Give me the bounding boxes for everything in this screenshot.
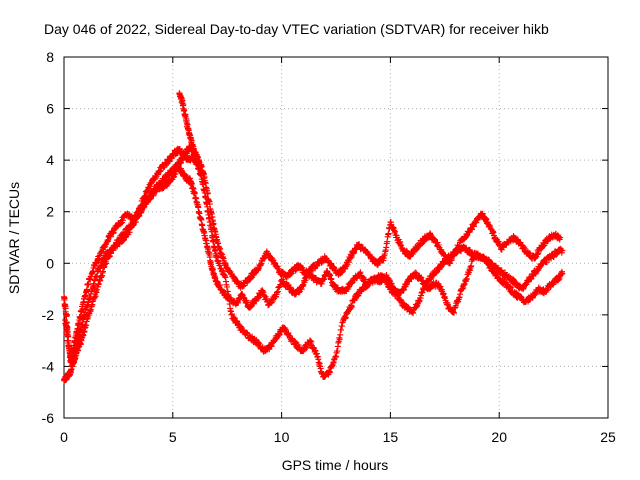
x-tick-label: 20 — [491, 429, 507, 445]
y-tick-label: -2 — [42, 307, 55, 323]
y-tick-label: 4 — [46, 152, 54, 168]
x-tick-label: 15 — [383, 429, 399, 445]
x-axis-label: GPS time / hours — [282, 457, 389, 473]
series-track-d — [176, 90, 199, 160]
x-tick-labels: 0 5 10 15 20 25 — [60, 429, 616, 445]
plot-frame — [63, 56, 609, 419]
y-tick-labels: -6 -4 -2 0 2 4 6 8 — [42, 49, 55, 426]
y-tick-label: -4 — [42, 358, 55, 374]
series-trace — [61, 163, 565, 366]
data-points — [61, 90, 566, 384]
y-tick-label: 2 — [46, 204, 54, 220]
y-tick-label: 8 — [46, 49, 54, 65]
y-tick-label: 0 — [46, 255, 54, 271]
grid — [64, 57, 608, 418]
series-track-c — [62, 143, 564, 365]
series-trace — [62, 143, 563, 362]
axis-ticks — [63, 56, 609, 419]
x-tick-label: 25 — [600, 429, 616, 445]
y-axis-label: SDTVAR / TECUs — [6, 182, 22, 294]
x-tick-label: 5 — [169, 429, 177, 445]
chart-title: Day 046 of 2022, Sidereal Day-to-day VTE… — [44, 21, 549, 37]
x-tick-label: 0 — [60, 429, 68, 445]
y-tick-label: -6 — [42, 410, 55, 426]
y-tick-label: 6 — [46, 101, 54, 117]
x-tick-label: 10 — [274, 429, 290, 445]
series-trace — [176, 91, 199, 160]
